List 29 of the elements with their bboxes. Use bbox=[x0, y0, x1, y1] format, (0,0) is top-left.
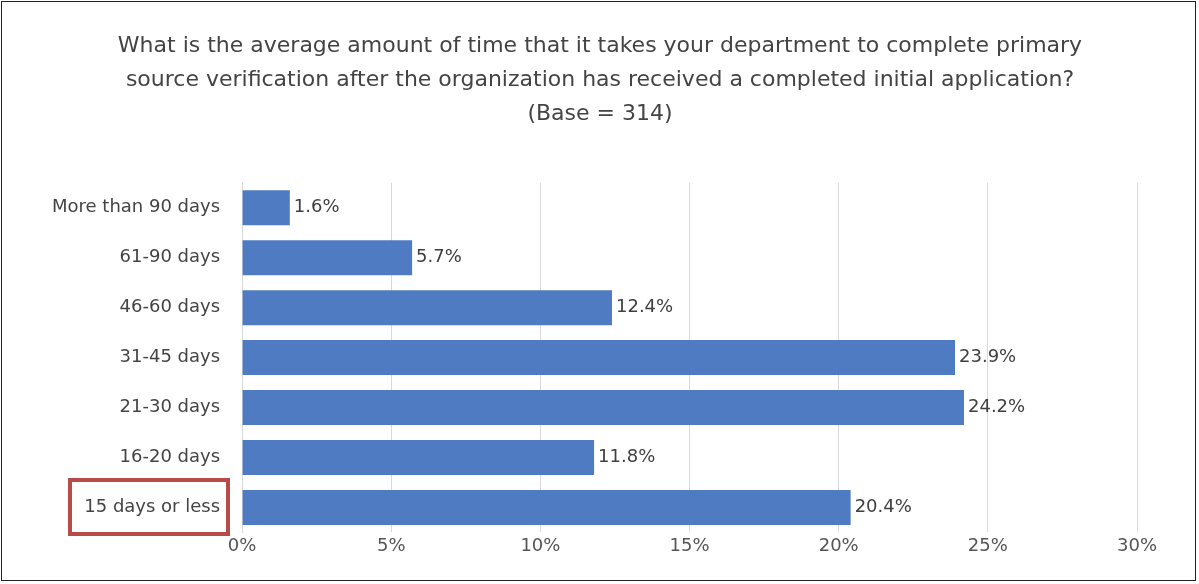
x-tick-label: 20% bbox=[818, 533, 859, 555]
data-label: 24.2% bbox=[967, 395, 1026, 417]
chart-title: What is the average amount of time that it takes your department to complete primary source verification after the organization has received a completed initial application? (Base = 314) bbox=[116, 31, 1084, 127]
bar bbox=[242, 340, 956, 376]
y-tick-label: 21-30 days bbox=[119, 395, 221, 417]
y-tick-label: 31-45 days bbox=[119, 345, 221, 367]
bar bbox=[242, 489, 851, 525]
y-tick-label: 15 days or less bbox=[84, 495, 221, 517]
bar bbox=[242, 290, 612, 326]
data-label: 23.9% bbox=[959, 345, 1017, 367]
y-tick-label: 61-90 days bbox=[119, 245, 221, 267]
x-tick-label: 0% bbox=[227, 533, 257, 555]
y-tick-label: 46-60 days bbox=[119, 295, 221, 317]
data-label: 1.6% bbox=[293, 195, 340, 217]
data-label: 11.8% bbox=[598, 445, 656, 467]
x-tick-label: 15% bbox=[669, 533, 710, 555]
x-tick-label: 25% bbox=[967, 533, 1008, 555]
bar bbox=[242, 190, 290, 226]
data-label: 12.4% bbox=[615, 295, 674, 317]
x-tick-label: 10% bbox=[520, 533, 561, 555]
bar bbox=[242, 440, 595, 475]
bar bbox=[242, 240, 413, 276]
data-label: 20.4% bbox=[854, 495, 912, 517]
bar bbox=[242, 390, 964, 426]
x-tick-label: 5% bbox=[376, 533, 406, 555]
y-tick-label: More than 90 days bbox=[51, 195, 221, 217]
data-label: 5.7% bbox=[416, 245, 462, 267]
y-tick-label: 16-20 days bbox=[119, 445, 221, 467]
x-tick-label: 30% bbox=[1116, 533, 1158, 555]
